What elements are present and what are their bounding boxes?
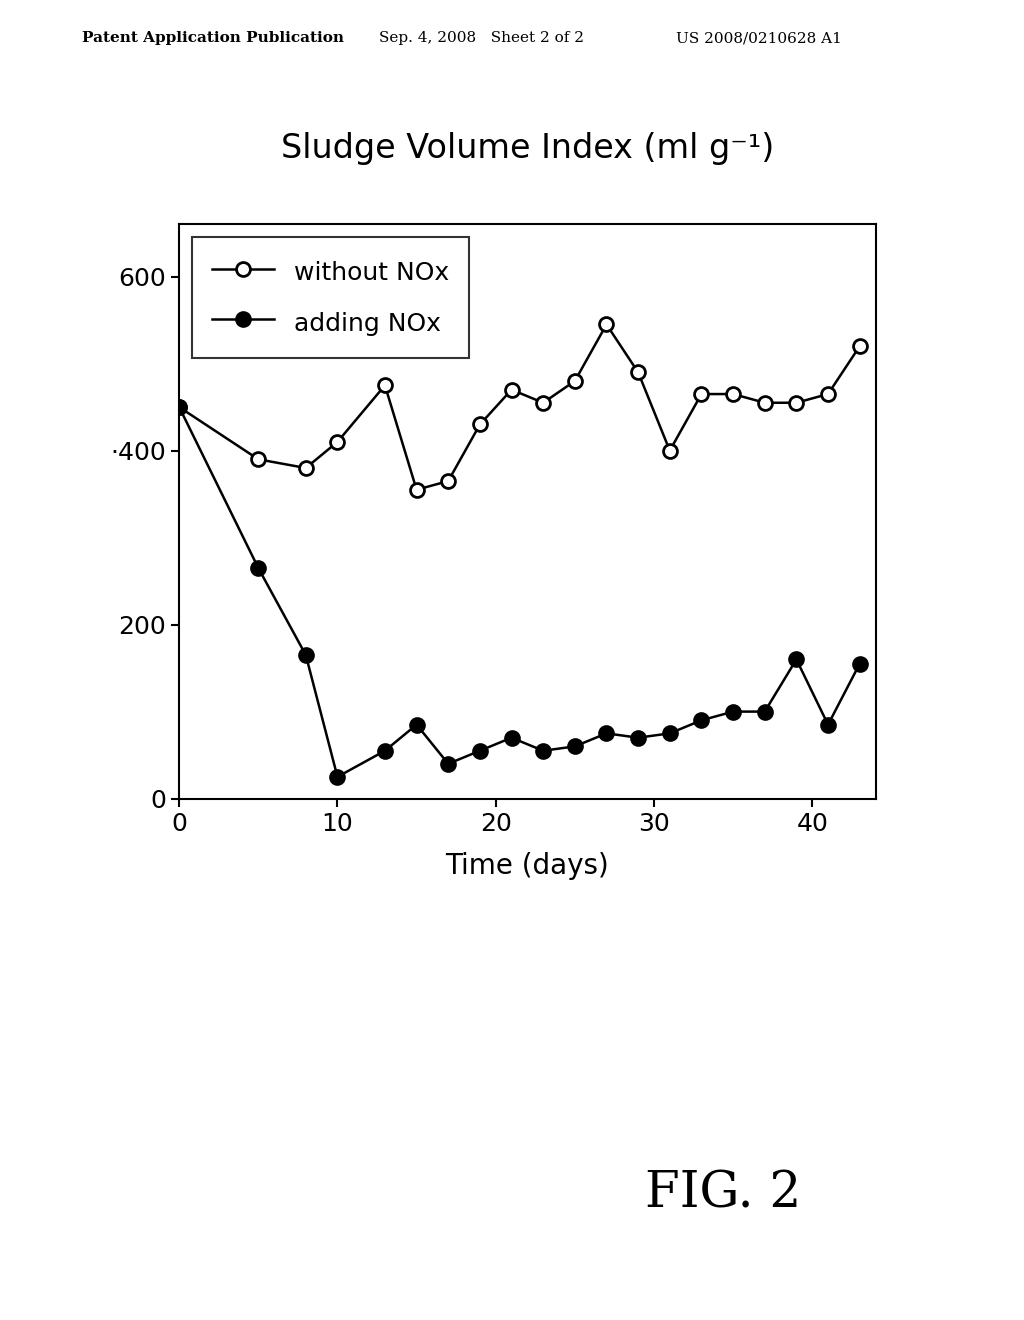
adding NOx [252,560,264,576]
without NOx [537,395,549,411]
without NOx [379,378,391,393]
adding NOx [173,399,185,414]
adding NOx [822,717,835,733]
X-axis label: Time (days): Time (days) [445,853,609,880]
adding NOx [854,656,866,672]
without NOx [632,364,644,380]
Line: adding NOx: adding NOx [172,400,866,784]
without NOx [822,387,835,403]
adding NOx [791,652,803,668]
adding NOx [600,726,612,742]
adding NOx [332,770,344,785]
without NOx [759,395,771,411]
adding NOx [664,726,676,742]
without NOx [695,387,708,403]
adding NOx [632,730,644,746]
without NOx [474,417,486,433]
adding NOx [300,647,312,663]
adding NOx [379,743,391,759]
adding NOx [537,743,549,759]
without NOx [442,473,455,488]
Line: without NOx: without NOx [172,318,866,496]
without NOx [791,395,803,411]
Text: Sludge Volume Index (ml g⁻¹): Sludge Volume Index (ml g⁻¹) [281,132,774,165]
without NOx [411,482,423,498]
without NOx [600,317,612,333]
without NOx [664,442,676,458]
without NOx [727,387,739,403]
without NOx [252,451,264,467]
adding NOx [695,713,708,729]
adding NOx [568,738,581,754]
adding NOx [411,717,423,733]
without NOx [332,434,344,450]
without NOx [300,461,312,477]
Text: US 2008/0210628 A1: US 2008/0210628 A1 [676,32,842,45]
without NOx [568,374,581,389]
Text: Patent Application Publication: Patent Application Publication [82,32,344,45]
Text: Sep. 4, 2008   Sheet 2 of 2: Sep. 4, 2008 Sheet 2 of 2 [379,32,584,45]
Text: FIG. 2: FIG. 2 [645,1170,802,1218]
adding NOx [442,756,455,772]
adding NOx [474,743,486,759]
adding NOx [506,730,518,746]
without NOx [506,381,518,397]
without NOx [173,399,185,414]
adding NOx [759,704,771,719]
without NOx [854,338,866,354]
Legend: without NOx, adding NOx: without NOx, adding NOx [191,236,469,358]
adding NOx [727,704,739,719]
